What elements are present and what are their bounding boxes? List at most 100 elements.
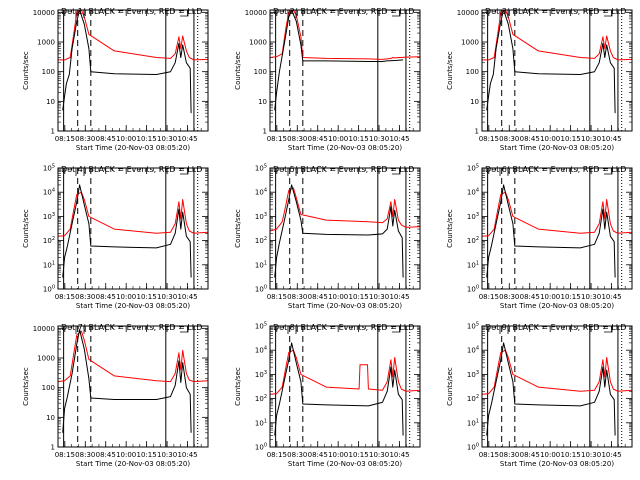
chart-title: Det 7( BLACK = Events, RED = LLD [61, 323, 202, 332]
top-bracket-left [75, 10, 85, 18]
chart-title: Det 8( BLACK = Events, RED = LLD [273, 323, 414, 332]
top-bracket-left [287, 10, 297, 18]
plot-frame [269, 9, 421, 132]
x-tick-label: 10:45 [177, 293, 197, 301]
x-tick-label: 10:00 [540, 135, 560, 143]
chart-title: Det 2( BLACK = Events, RED = LLD [273, 7, 414, 16]
y-tick-label: 104 [255, 188, 267, 197]
y-tick-label: 101 [467, 260, 479, 269]
y-tick-label: 102 [43, 236, 55, 245]
y-axis-label: Counts/sec [446, 367, 454, 406]
y-tick-exponent: 5 [476, 322, 479, 328]
x-tick-label: 10:45 [389, 451, 409, 459]
chart-panel-1: 1 10 100 1000 10000 08:15 08:30 08:45 10:00 10:15… [22, 7, 209, 152]
x-tick-label: 08:45 [520, 135, 540, 143]
lld-series-line [57, 330, 209, 383]
y-tick-label: 1000 [37, 39, 55, 47]
x-tick-label: 08:45 [96, 135, 116, 143]
y-tick-label: 105 [467, 164, 479, 173]
x-tick-label: 10:30 [581, 135, 601, 143]
top-bracket-right [392, 326, 401, 333]
lld-series-line [482, 9, 633, 61]
x-tick-label: 08:45 [96, 293, 116, 301]
y-tick-label: 10000 [33, 9, 55, 17]
y-tick-label: 1 [263, 128, 267, 136]
y-tick-exponent: 5 [476, 164, 479, 170]
y-axis-label: Counts/sec [446, 51, 454, 90]
lld-series-line [269, 349, 421, 395]
x-tick-label: 08:30 [499, 451, 519, 459]
x-tick-label: 08:15 [267, 135, 287, 143]
x-tick-label: 10:45 [177, 135, 197, 143]
y-tick-exponent: 5 [264, 322, 267, 328]
top-bracket-left [287, 326, 297, 334]
y-tick-label: 100 [255, 285, 267, 294]
y-tick-label: 101 [255, 260, 267, 269]
plot-frame [481, 325, 633, 448]
y-tick-exponent: 0 [476, 443, 479, 449]
x-tick-label: 08:30 [75, 293, 95, 301]
x-tick-label: 10:45 [177, 451, 197, 459]
x-tick-label: 10:00 [540, 293, 560, 301]
x-tick-label: 10:00 [116, 451, 136, 459]
y-tick-exponent: 0 [264, 285, 267, 291]
y-tick-label: 102 [255, 394, 267, 403]
y-tick-label: 1000 [249, 39, 267, 47]
y-tick-exponent: 4 [476, 346, 479, 352]
y-axis-label: Counts/sec [234, 51, 242, 90]
plot-frame [57, 167, 209, 290]
top-bracket-right [392, 168, 401, 175]
lld-series-line [481, 191, 633, 237]
top-bracket-left [287, 168, 297, 176]
y-tick-label: 100 [254, 68, 267, 76]
x-tick-label: 10:15 [137, 451, 157, 459]
events-series-line [274, 342, 404, 436]
y-tick-exponent: 1 [52, 260, 55, 266]
x-tick-label: 10:15 [561, 293, 581, 301]
top-bracket-right [604, 10, 613, 17]
y-tick-exponent: 0 [476, 285, 479, 291]
top-bracket-left [499, 168, 509, 176]
x-tick-label: 10:45 [389, 135, 409, 143]
y-tick-label: 10 [46, 98, 55, 106]
x-tick-label: 10:15 [349, 451, 369, 459]
x-tick-label: 08:15 [267, 293, 287, 301]
lld-series-line [57, 191, 209, 237]
x-axis-label: Start Time (20-Nov-03 08:05:20) [288, 460, 402, 468]
plot-frame [481, 9, 633, 132]
top-bracket-right [604, 168, 613, 175]
x-tick-label: 10:30 [369, 293, 389, 301]
x-tick-label: 10:45 [389, 293, 409, 301]
x-axis-label: Start Time (20-Nov-03 08:05:20) [76, 460, 190, 468]
top-bracket-right [180, 168, 189, 175]
y-tick-label: 102 [255, 236, 267, 245]
y-axis-label: Counts/sec [22, 51, 30, 90]
x-tick-label: 10:30 [157, 293, 177, 301]
y-tick-exponent: 3 [264, 370, 267, 376]
events-series-line [62, 9, 192, 114]
y-tick-label: 104 [467, 188, 479, 197]
x-axis-label: Start Time (20-Nov-03 08:05:20) [288, 302, 402, 310]
x-tick-label: 10:45 [601, 451, 621, 459]
y-tick-exponent: 3 [476, 370, 479, 376]
x-tick-label: 10:45 [601, 135, 621, 143]
x-tick-label: 08:30 [75, 135, 95, 143]
y-tick-label: 100 [467, 285, 479, 294]
y-tick-exponent: 2 [476, 394, 479, 400]
chart-title: Det 1( BLACK = Events, RED = LLD [61, 7, 202, 16]
x-tick-label: 10:15 [561, 135, 581, 143]
x-tick-label: 08:45 [96, 451, 116, 459]
y-tick-label: 101 [255, 418, 267, 427]
y-tick-exponent: 1 [476, 260, 479, 266]
x-axis-label: Start Time (20-Nov-03 08:05:20) [288, 144, 402, 152]
y-tick-exponent: 2 [476, 236, 479, 242]
y-axis-label: Counts/sec [234, 367, 242, 406]
events-series-line [62, 184, 192, 278]
x-tick-label: 10:45 [601, 293, 621, 301]
x-tick-label: 08:15 [479, 451, 499, 459]
x-tick-label: 10:15 [349, 293, 369, 301]
